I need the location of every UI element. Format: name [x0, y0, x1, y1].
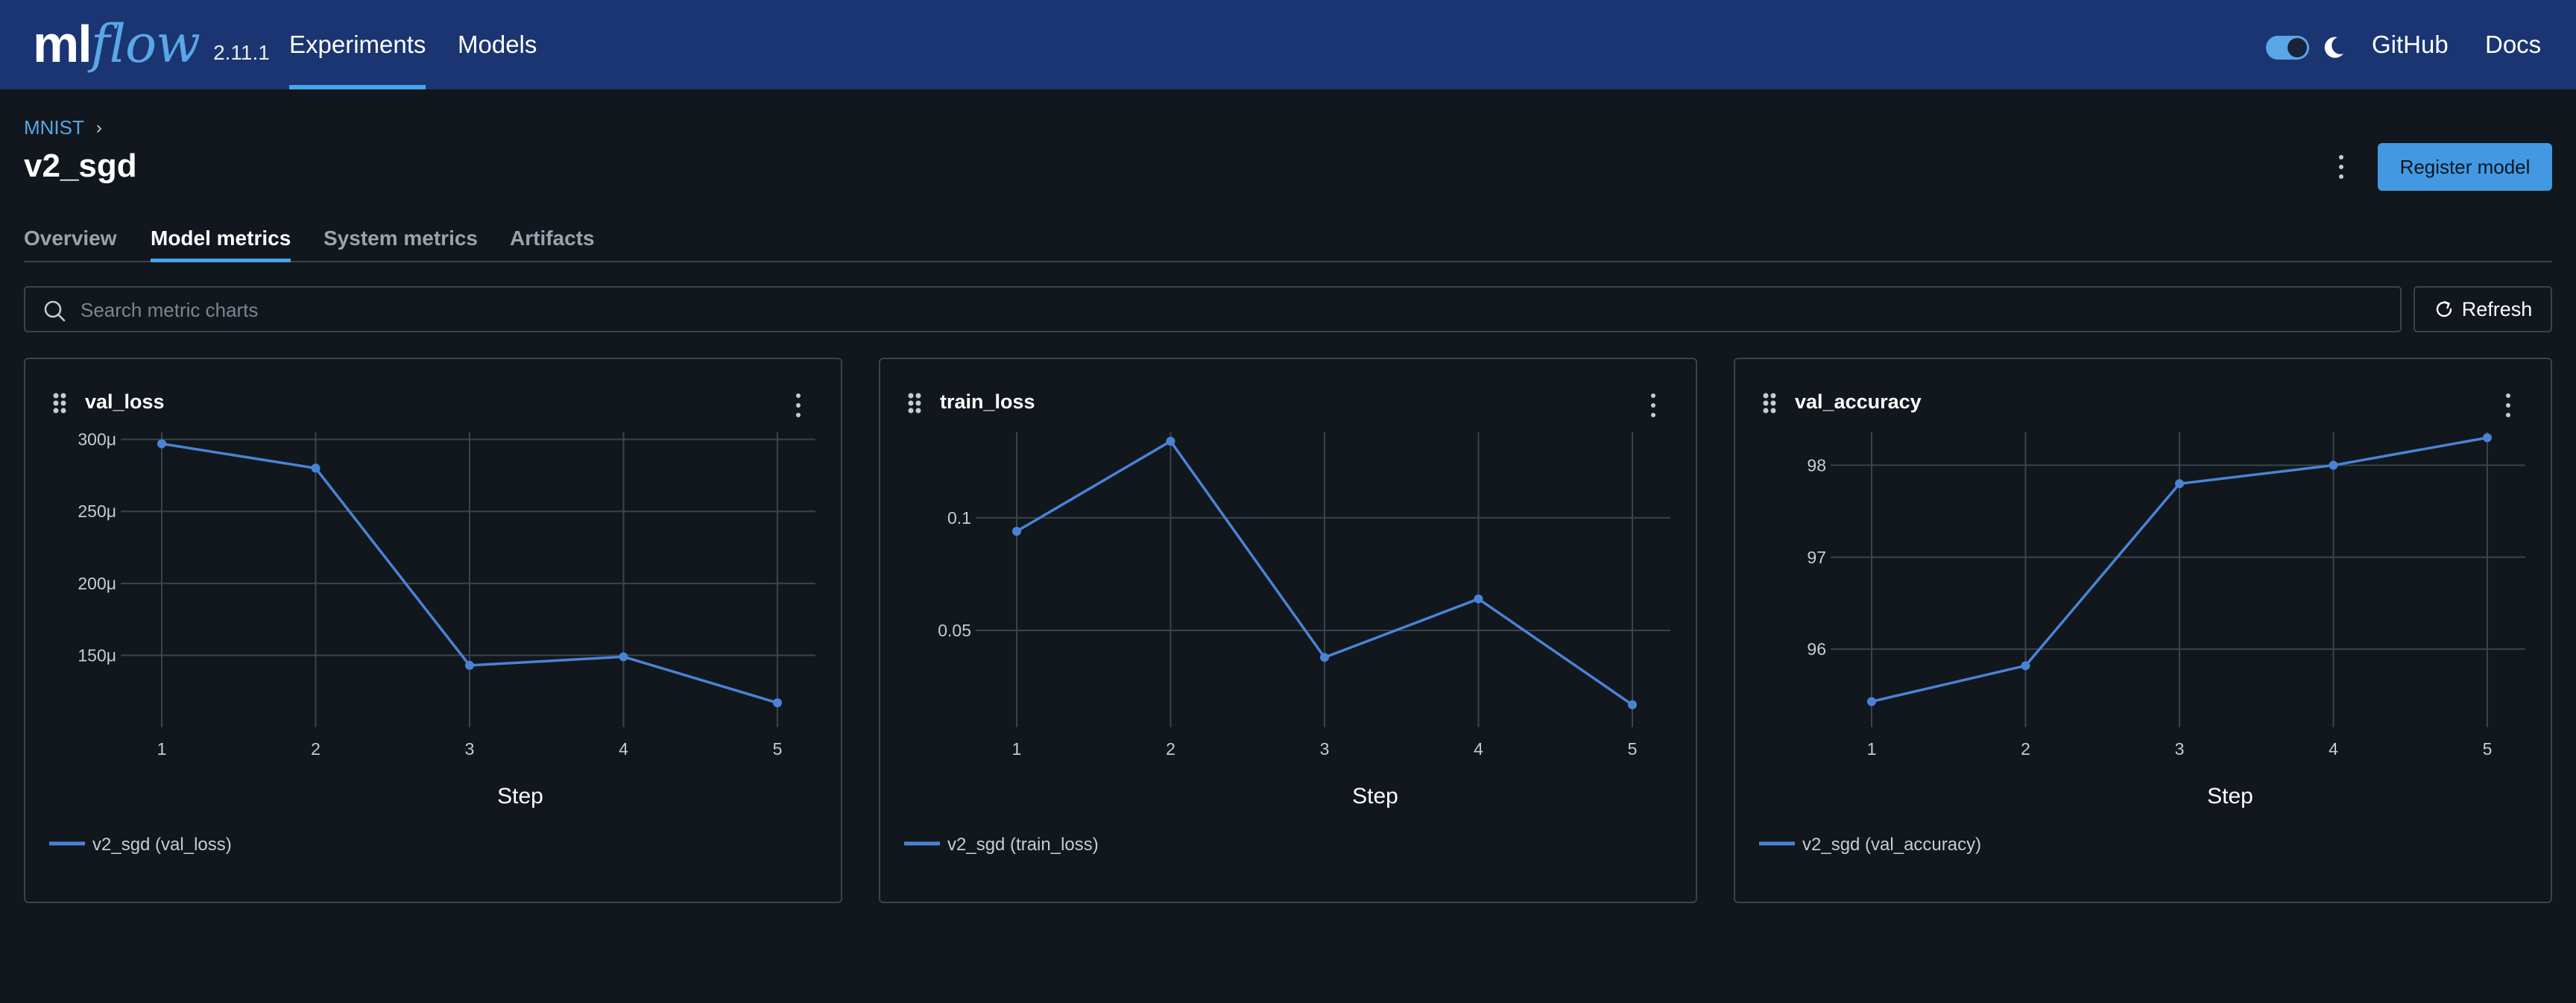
y-tick-label: 300μ [78, 430, 116, 449]
refresh-icon [2436, 301, 2452, 317]
y-tick-label: 97 [1807, 548, 1826, 567]
y-tick-label: 200μ [78, 574, 116, 593]
breadcrumb-experiment-link[interactable]: MNIST [24, 116, 84, 139]
breadcrumb: MNIST › [24, 116, 102, 139]
tab-artifacts[interactable]: Artifacts [510, 227, 595, 250]
more-options-icon[interactable] [2336, 152, 2346, 182]
version-label: 2.11.1 [213, 41, 270, 64]
breadcrumb-separator: › [95, 117, 102, 138]
search-icon [44, 300, 66, 322]
x-tick-label: 1 [157, 739, 167, 759]
data-point [2021, 661, 2030, 671]
search-box [24, 286, 2402, 332]
github-link[interactable]: GitHub [2372, 31, 2449, 58]
x-axis-label: Step [497, 784, 543, 809]
run-tabs: Overview Model metrics System metrics Ar… [24, 216, 2552, 262]
nav-models[interactable]: Models [458, 31, 537, 58]
data-point [1166, 437, 1175, 446]
logo-ml-text: ml [33, 15, 92, 73]
drag-handle-icon[interactable] [907, 392, 922, 414]
chart-title: val_accuracy [1795, 390, 1922, 413]
logo-flow-text: flow [90, 13, 201, 75]
legend-label: v2_sgd (val_loss) [92, 835, 232, 855]
tab-model-metrics[interactable]: Model metrics [151, 227, 291, 262]
data-point [2175, 479, 2184, 489]
x-tick-label: 3 [2175, 739, 2185, 759]
chart-title: train_loss [940, 390, 1035, 413]
x-tick-label: 2 [1166, 739, 1175, 759]
x-tick-label: 5 [1628, 739, 1638, 759]
docs-link[interactable]: Docs [2485, 31, 2542, 58]
x-tick-label: 2 [2021, 739, 2030, 759]
chart-menu-icon[interactable] [793, 390, 804, 420]
x-tick-label: 4 [2329, 739, 2338, 759]
y-tick-label: 0.1 [947, 508, 971, 528]
search-input[interactable] [79, 288, 2393, 332]
data-point [773, 698, 782, 708]
dark-mode-toggle[interactable] [2266, 36, 2309, 60]
x-axis-label: Step [2207, 784, 2253, 809]
val-loss-chart: 1 2 3 4 5 150μ 200μ 250μ 300μ Step v2_sgd (val_los… [49, 430, 815, 855]
chart-menu-icon[interactable] [2503, 390, 2513, 420]
nav-experiments[interactable]: Experiments [289, 0, 426, 89]
x-tick-label: 1 [1867, 739, 1877, 759]
register-model-button[interactable]: Register model [2378, 143, 2552, 191]
chart-card-train-loss: 1 2 3 4 5 0.05 0.1 Step v2_sgd (train_loss) trai… [879, 358, 1697, 903]
x-axis-label: Step [1352, 784, 1398, 809]
chart-menu-icon[interactable] [1648, 390, 1658, 420]
drag-handle-icon[interactable] [1762, 392, 1777, 414]
refresh-button[interactable]: Refresh [2414, 286, 2552, 332]
x-tick-label: 5 [2483, 739, 2493, 759]
data-point [311, 463, 321, 473]
tab-system-metrics[interactable]: System metrics [323, 227, 479, 250]
data-point [1867, 697, 1876, 706]
train-loss-chart: 1 2 3 4 5 0.05 0.1 Step v2_sgd (train_loss) [904, 432, 1670, 855]
tab-overview[interactable]: Overview [24, 227, 117, 250]
page-title: v2_sgd [24, 148, 137, 184]
top-header: ml flow 2.11.1 Experiments Models GitHub… [0, 0, 2576, 89]
chart-title: val_loss [85, 390, 165, 413]
x-tick-label: 5 [773, 739, 783, 759]
drag-handle-icon[interactable] [52, 392, 67, 414]
data-point [2483, 433, 2492, 443]
data-point [1628, 700, 1637, 709]
y-tick-label: 98 [1807, 455, 1826, 475]
mlflow-logo[interactable]: ml flow 2.11.1 [33, 10, 270, 77]
refresh-label: Refresh [2461, 297, 2533, 320]
x-tick-label: 4 [1474, 739, 1483, 759]
data-point [1474, 594, 1483, 604]
val-accuracy-chart: 1 2 3 4 5 96 97 98 Step v2_sgd (val_accuracy) [1759, 432, 2525, 855]
data-point [465, 660, 474, 670]
legend-label: v2_sgd (train_loss) [947, 835, 1099, 855]
data-point [1012, 527, 1021, 537]
x-tick-label: 1 [1012, 739, 1022, 759]
y-tick-label: 250μ [78, 502, 116, 521]
y-tick-label: 0.05 [938, 621, 971, 640]
x-tick-label: 3 [465, 739, 475, 759]
y-tick-label: 150μ [78, 645, 116, 665]
data-point [1320, 653, 1329, 662]
data-point [619, 652, 628, 662]
x-tick-label: 2 [311, 739, 321, 759]
data-point [2329, 461, 2338, 470]
toggle-knob [2288, 38, 2307, 57]
chart-card-val-accuracy: 1 2 3 4 5 96 97 98 Step v2_sgd (val_accuracy) val… [1734, 358, 2552, 903]
y-tick-label: 96 [1807, 639, 1826, 659]
x-tick-label: 4 [619, 739, 628, 759]
x-tick-label: 3 [1320, 739, 1330, 759]
moon-icon [2324, 37, 2343, 58]
data-point [157, 439, 166, 449]
legend-label: v2_sgd (val_accuracy) [1802, 835, 1981, 855]
chart-card-val-loss: 1 2 3 4 5 150μ 200μ 250μ 300μ Step v2_sgd (val_los… [24, 358, 842, 903]
